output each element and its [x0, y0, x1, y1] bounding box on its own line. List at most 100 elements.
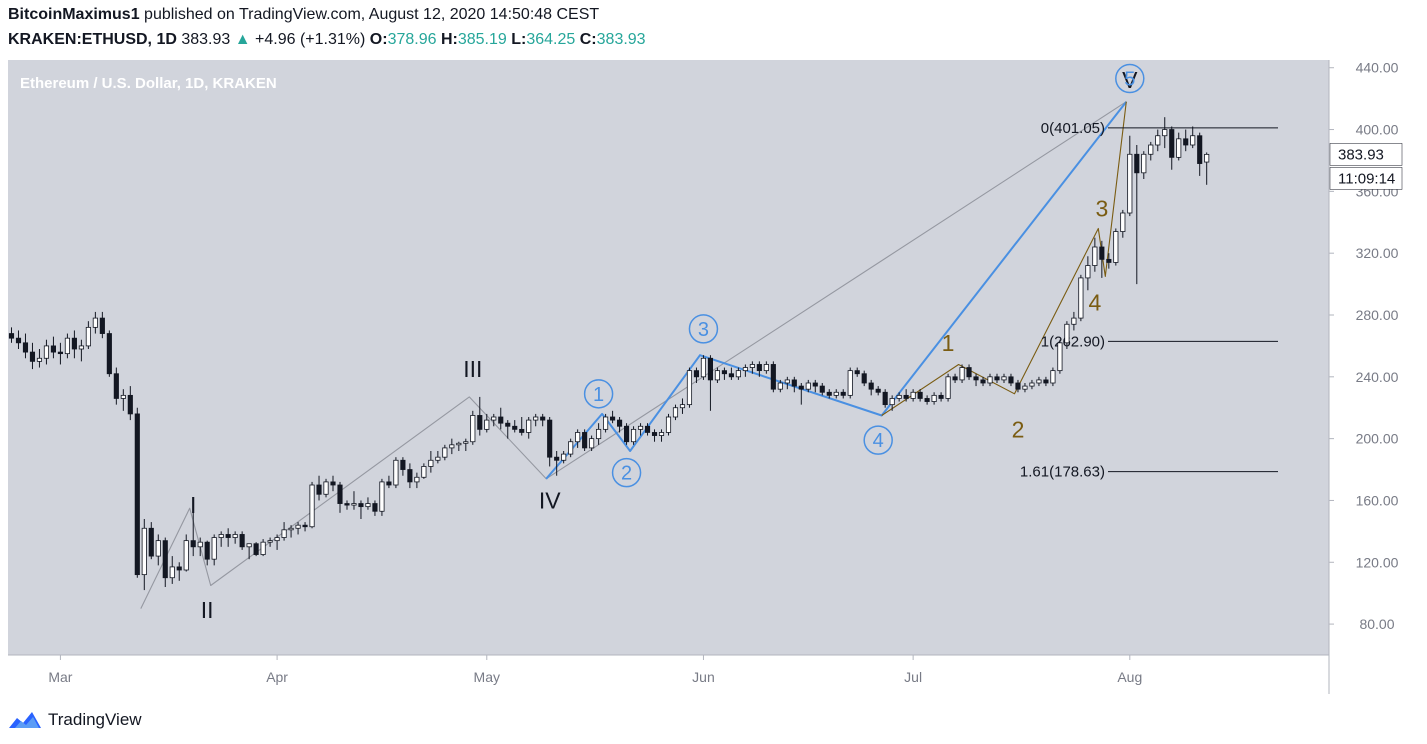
- wave-label[interactable]: 1: [593, 384, 604, 406]
- candle[interactable]: [868, 379, 874, 396]
- candle[interactable]: [1029, 379, 1035, 390]
- candle[interactable]: [763, 361, 769, 374]
- candle[interactable]: [288, 525, 294, 538]
- price-chart[interactable]: Ethereum / U.S. Dollar, 1D, KRAKEN 0(401…: [8, 60, 1422, 694]
- candle[interactable]: [749, 361, 755, 374]
- candle[interactable]: [1204, 152, 1210, 185]
- candle[interactable]: [330, 475, 336, 492]
- candle[interactable]: [1043, 376, 1049, 387]
- candle[interactable]: [295, 522, 301, 535]
- candle[interactable]: [225, 528, 231, 547]
- candle[interactable]: [246, 543, 252, 560]
- candle[interactable]: [889, 395, 895, 411]
- candle[interactable]: [672, 404, 679, 421]
- candle[interactable]: [253, 542, 259, 557]
- candle[interactable]: [218, 531, 224, 547]
- candle[interactable]: [64, 333, 70, 359]
- candle[interactable]: [693, 367, 700, 383]
- candle[interactable]: [1092, 237, 1098, 272]
- candle[interactable]: [938, 392, 944, 402]
- candle[interactable]: [1050, 367, 1056, 387]
- candle[interactable]: [561, 451, 567, 464]
- candle[interactable]: [980, 376, 986, 387]
- candle[interactable]: [491, 413, 497, 427]
- candle[interactable]: [805, 379, 811, 393]
- candle[interactable]: [197, 537, 203, 557]
- candle[interactable]: [36, 349, 43, 368]
- candle[interactable]: [686, 367, 693, 408]
- candle[interactable]: [50, 336, 56, 359]
- candle[interactable]: [882, 389, 888, 408]
- candle[interactable]: [1120, 209, 1126, 238]
- wave-label[interactable]: V: [1122, 67, 1138, 93]
- candle[interactable]: [742, 364, 748, 377]
- candle[interactable]: [29, 342, 36, 370]
- candle[interactable]: [917, 389, 923, 402]
- candle[interactable]: [623, 423, 630, 445]
- wave-label[interactable]: 5: [1124, 69, 1135, 91]
- candle[interactable]: [784, 376, 790, 390]
- candle[interactable]: [190, 512, 196, 557]
- candle[interactable]: [994, 373, 1000, 383]
- candle[interactable]: [120, 389, 126, 411]
- candle[interactable]: [903, 389, 909, 402]
- candle[interactable]: [379, 478, 385, 516]
- candle[interactable]: [386, 475, 392, 489]
- candle[interactable]: [833, 389, 839, 399]
- candle[interactable]: [134, 407, 140, 578]
- wave-label[interactable]: 3: [1095, 195, 1108, 221]
- candle[interactable]: [945, 373, 951, 402]
- wave-label[interactable]: 4: [873, 430, 884, 452]
- candle[interactable]: [421, 463, 427, 479]
- candle[interactable]: [707, 355, 714, 411]
- candle[interactable]: [155, 534, 161, 566]
- candle[interactable]: [113, 367, 119, 405]
- candle[interactable]: [1015, 379, 1021, 393]
- candle[interactable]: [43, 339, 50, 365]
- candle[interactable]: [358, 500, 364, 519]
- candle[interactable]: [931, 392, 937, 405]
- candle[interactable]: [596, 423, 602, 445]
- candle[interactable]: [127, 386, 133, 421]
- wave-label[interactable]: III: [463, 356, 482, 382]
- candle[interactable]: [526, 417, 532, 439]
- candle[interactable]: [770, 361, 776, 393]
- candle[interactable]: [728, 367, 734, 380]
- price-axis[interactable]: [1329, 60, 1422, 694]
- candle[interactable]: [1127, 135, 1133, 217]
- plot-area[interactable]: [8, 60, 1329, 655]
- candle[interactable]: [658, 429, 665, 442]
- candle[interactable]: [1022, 383, 1028, 393]
- candle[interactable]: [92, 311, 98, 334]
- candle[interactable]: [1148, 141, 1154, 161]
- candle[interactable]: [637, 423, 644, 436]
- candle[interactable]: [589, 435, 595, 451]
- candle[interactable]: [470, 410, 476, 445]
- wave-label[interactable]: 2: [1012, 416, 1025, 442]
- candle[interactable]: [847, 367, 853, 399]
- candle[interactable]: [826, 389, 832, 399]
- candle[interactable]: [71, 330, 77, 359]
- candle[interactable]: [498, 407, 504, 430]
- candle[interactable]: [78, 339, 84, 362]
- candle[interactable]: [679, 398, 686, 414]
- symbol-name[interactable]: KRAKEN:ETHUSD, 1D: [8, 31, 177, 48]
- candle[interactable]: [812, 379, 818, 393]
- candle[interactable]: [106, 330, 112, 377]
- candle[interactable]: [952, 373, 958, 383]
- wave-label[interactable]: IV: [539, 487, 561, 513]
- candle[interactable]: [644, 423, 651, 436]
- candle[interactable]: [365, 497, 371, 510]
- candle[interactable]: [630, 426, 637, 445]
- candle[interactable]: [617, 417, 623, 433]
- candle[interactable]: [281, 522, 287, 541]
- wave-label[interactable]: II: [201, 597, 214, 623]
- author-name[interactable]: BitcoinMaximus1: [8, 6, 140, 23]
- candle[interactable]: [414, 472, 420, 489]
- time-axis[interactable]: [8, 655, 1329, 694]
- candle[interactable]: [959, 364, 965, 383]
- candle[interactable]: [316, 475, 322, 501]
- candle[interactable]: [735, 367, 741, 380]
- candle[interactable]: [1113, 228, 1119, 266]
- candle[interactable]: [337, 481, 343, 513]
